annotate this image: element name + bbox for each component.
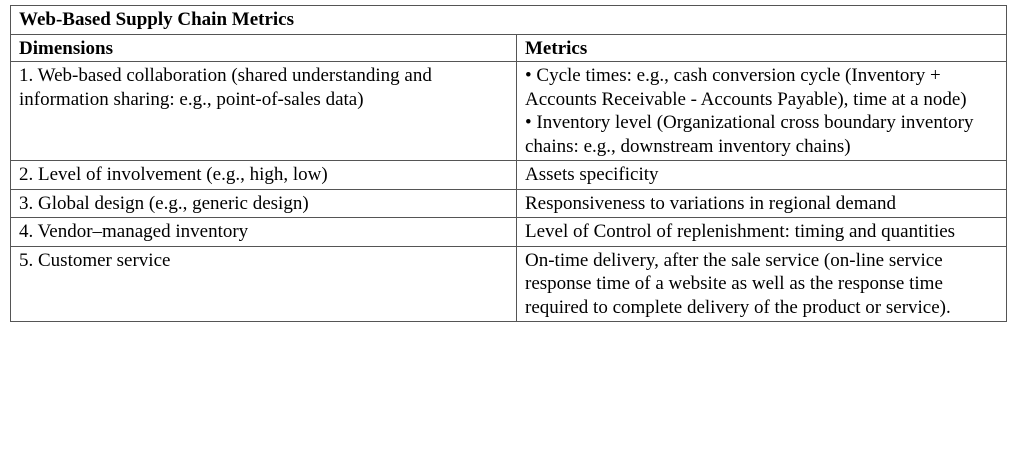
metrics-cell: Assets specificity [515,160,1008,190]
header-metrics: Metrics [515,33,1008,62]
metrics-cell: Responsiveness to variations in regional… [515,188,1008,218]
dimension-cell: 4. Vendor–managed inventory [10,217,517,247]
metric-item: • Cycle times: e.g., cash conversion cyc… [525,65,967,110]
header-dimensions: Dimensions [10,33,517,62]
table-row: 4. Vendor–managed inventory Level of Con… [10,217,1008,247]
supply-chain-metrics-table: Web-Based Supply Chain Metrics Dimension… [9,5,1008,322]
table-title: Web-Based Supply Chain Metrics [9,5,1008,35]
metrics-cell: Level of Control of replenishment: timin… [515,217,1008,247]
table-row: 5. Customer service On-time delivery, af… [10,245,1008,322]
dimension-cell: 1. Web-based collaboration (shared under… [10,61,517,161]
metrics-table-container: Web-Based Supply Chain Metrics Dimension… [9,5,1008,322]
table-title-row: Web-Based Supply Chain Metrics [9,5,1008,35]
table-header-row: Dimensions Metrics [10,33,1008,62]
dimension-cell: 2. Level of involvement (e.g., high, low… [10,160,517,190]
dimension-cell: 3. Global design (e.g., generic design) [10,188,517,218]
table-row: 3. Global design (e.g., generic design) … [10,188,1008,218]
dimension-cell: 5. Customer service [10,245,517,322]
metrics-cell: On-time delivery, after the sale service… [515,245,1008,322]
metric-item: • Inventory level (Organizational cross … [525,112,974,157]
metrics-cell: • Cycle times: e.g., cash conversion cyc… [515,61,1008,161]
table-row: 1. Web-based collaboration (shared under… [10,61,1008,161]
table-row: 2. Level of involvement (e.g., high, low… [10,160,1008,190]
